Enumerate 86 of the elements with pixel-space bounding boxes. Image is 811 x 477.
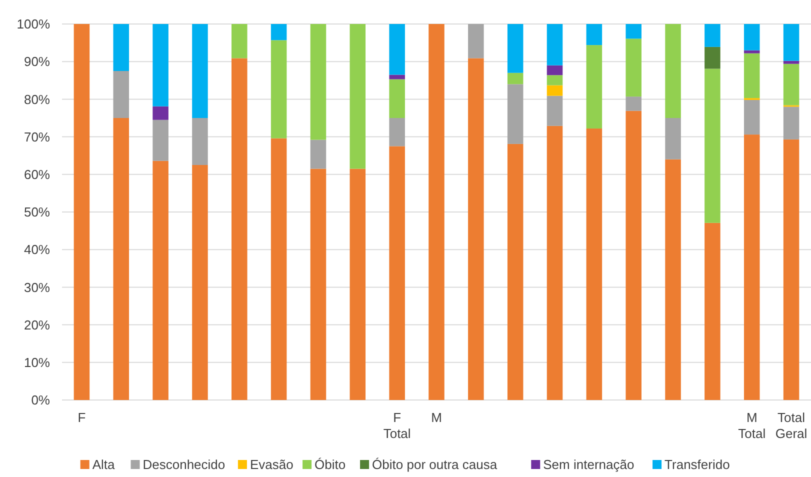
bar [783,24,800,61]
bar [468,58,484,400]
y-tick-label: 10% [24,354,50,370]
bar [152,106,168,120]
bar [389,24,405,75]
bar [232,24,248,58]
bar [704,46,720,69]
y-tick-label: 60% [24,166,50,182]
bar [192,24,208,118]
bar [586,128,602,400]
bar [546,85,563,96]
bar [665,118,681,160]
bar [389,74,405,80]
bar [389,118,405,146]
bar [270,138,287,400]
bar [270,24,287,40]
y-tick-label: 30% [24,280,50,295]
bar [468,24,484,58]
bar [546,126,563,400]
bar [626,38,642,97]
y-tick-label: 50% [24,204,50,220]
bar [350,24,366,169]
bar [704,222,720,400]
bar [665,24,681,118]
legend-label: Transferido [664,457,730,472]
bar [744,53,760,98]
bar [507,72,524,84]
bar [783,106,800,140]
bar [783,60,800,64]
bar [507,24,524,73]
legend-label: Óbito por outra causa [372,457,498,472]
bar [389,79,405,118]
bar [744,24,760,50]
bar [310,24,326,140]
bar [113,71,130,118]
legend-label: Evasão [250,457,294,472]
bar [626,96,642,111]
y-tick-label: 70% [24,129,50,144]
legend-label: Desconhecido [142,457,226,472]
bar [783,64,800,106]
bar [152,120,168,161]
bar [704,24,720,47]
bar [428,24,444,400]
bar [192,165,208,400]
bar [113,118,130,400]
bar [270,40,287,138]
bar [783,139,800,400]
bar [310,140,326,169]
bar [546,96,563,126]
bar [152,24,168,106]
legend-label: Óbito [314,457,346,472]
bar [546,24,563,66]
bar [310,168,326,400]
bar [74,24,90,400]
bar [546,65,563,76]
bar [152,160,168,400]
bar [744,100,760,135]
x-tick-label: M [431,410,442,425]
y-tick-label: 80% [24,92,50,107]
bar [507,84,524,144]
legend-label: Sem internação [543,457,634,472]
bar [626,24,642,39]
x-tick-label: F Total [383,410,411,441]
y-tick-label: 40% [24,242,50,258]
x-tick-label: M Total [738,410,766,441]
legend-label: Alta [92,457,116,472]
bar [704,68,720,223]
bar [586,24,602,46]
bar [665,159,681,400]
bar [507,144,524,400]
y-tick-label: 90% [24,54,50,70]
bar [113,24,130,71]
bar [626,110,642,400]
bar [192,118,208,165]
bar [546,75,563,86]
bar [586,45,602,129]
y-tick-label: 100% [16,16,50,32]
bar [744,50,760,54]
bar [232,58,248,400]
bar [389,146,405,400]
bar [350,168,366,400]
bar [744,134,760,400]
y-tick-label: 20% [24,317,50,332]
x-tick-label: Total Geral [775,410,808,441]
y-tick-label: 0% [31,392,50,408]
x-tick-label: F [78,410,86,425]
